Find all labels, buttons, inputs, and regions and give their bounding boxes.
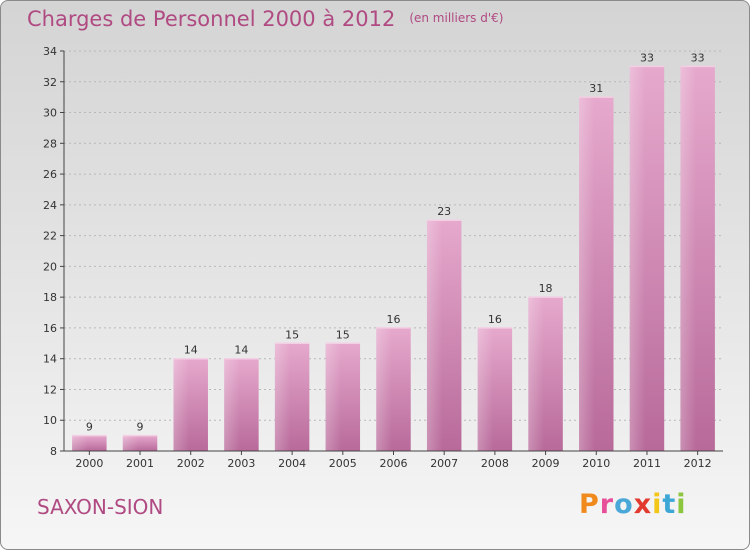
logo-letter: t bbox=[662, 489, 677, 520]
x-tick-label: 2007 bbox=[430, 457, 458, 470]
y-tick-label: 20 bbox=[43, 260, 57, 273]
logo-letter: i bbox=[676, 489, 687, 520]
y-tick-label: 16 bbox=[43, 322, 57, 335]
bar-value-label: 31 bbox=[589, 82, 603, 95]
x-tick-label: 2000 bbox=[75, 457, 103, 470]
y-tick-label: 30 bbox=[43, 107, 57, 120]
bar-highlight bbox=[72, 435, 88, 451]
bar-value-label: 15 bbox=[285, 328, 299, 341]
logo-letter: x bbox=[633, 489, 653, 520]
y-tick-label: 26 bbox=[43, 168, 57, 181]
bar-value-label: 33 bbox=[691, 51, 705, 64]
y-tick-label: 24 bbox=[43, 199, 57, 212]
x-tick-label: 2011 bbox=[633, 457, 661, 470]
bar-value-label: 16 bbox=[488, 313, 502, 326]
y-tick-label: 34 bbox=[43, 45, 57, 58]
bar-highlight bbox=[680, 66, 696, 451]
y-tick-label: 14 bbox=[43, 353, 57, 366]
bar-value-label: 15 bbox=[336, 328, 350, 341]
x-tick-label: 2005 bbox=[329, 457, 357, 470]
bar-value-label: 18 bbox=[539, 282, 553, 295]
bar-highlight bbox=[629, 66, 646, 451]
x-tick-label: 2004 bbox=[278, 457, 306, 470]
logo-letter: o bbox=[614, 489, 634, 520]
x-tick-label: 2012 bbox=[684, 457, 712, 470]
bar-highlight bbox=[426, 220, 443, 451]
x-tick-label: 2010 bbox=[582, 457, 610, 470]
bar-value-label: 9 bbox=[86, 421, 93, 434]
chart-title-text: Charges de Personnel 2000 à 2012 bbox=[27, 7, 396, 31]
bar-highlight bbox=[224, 358, 240, 451]
bar-highlight bbox=[122, 435, 139, 451]
x-tick-label: 2003 bbox=[227, 457, 255, 470]
bar-highlight bbox=[528, 297, 544, 451]
chart-subtitle: (en milliers d'€) bbox=[409, 11, 504, 25]
bar-highlight bbox=[376, 327, 392, 451]
bar-value-label: 14 bbox=[184, 344, 198, 357]
y-tick-label: 18 bbox=[43, 291, 57, 304]
y-tick-label: 10 bbox=[43, 414, 57, 427]
proxiti-logo: Proxiti bbox=[579, 489, 687, 520]
x-tick-label: 2002 bbox=[177, 457, 205, 470]
x-tick-label: 2008 bbox=[481, 457, 509, 470]
y-tick-label: 22 bbox=[43, 230, 57, 243]
bar-value-label: 23 bbox=[437, 205, 451, 218]
bar-highlight bbox=[477, 327, 494, 451]
bar-highlight bbox=[173, 358, 190, 451]
commune-name: SAXON-SION bbox=[37, 495, 164, 519]
x-tick-label: 2009 bbox=[532, 457, 560, 470]
y-tick-label: 28 bbox=[43, 137, 57, 150]
chart-title: Charges de Personnel 2000 à 2012 (en mill… bbox=[27, 7, 503, 31]
logo-letter: i bbox=[652, 489, 663, 520]
bar-value-label: 16 bbox=[387, 313, 401, 326]
x-tick-label: 2006 bbox=[380, 457, 408, 470]
y-tick-label: 12 bbox=[43, 383, 57, 396]
bar-value-label: 33 bbox=[640, 51, 654, 64]
x-tick-label: 2001 bbox=[126, 457, 154, 470]
bar-highlight bbox=[325, 343, 342, 451]
bar-highlight bbox=[274, 343, 291, 451]
bar-value-label: 14 bbox=[234, 344, 248, 357]
bar-value-label: 9 bbox=[137, 421, 144, 434]
y-tick-label: 32 bbox=[43, 76, 57, 89]
bar-highlight bbox=[579, 97, 595, 452]
y-tick-label: 8 bbox=[50, 445, 57, 458]
logo-letter: r bbox=[599, 489, 615, 520]
logo-letter: P bbox=[579, 489, 600, 520]
